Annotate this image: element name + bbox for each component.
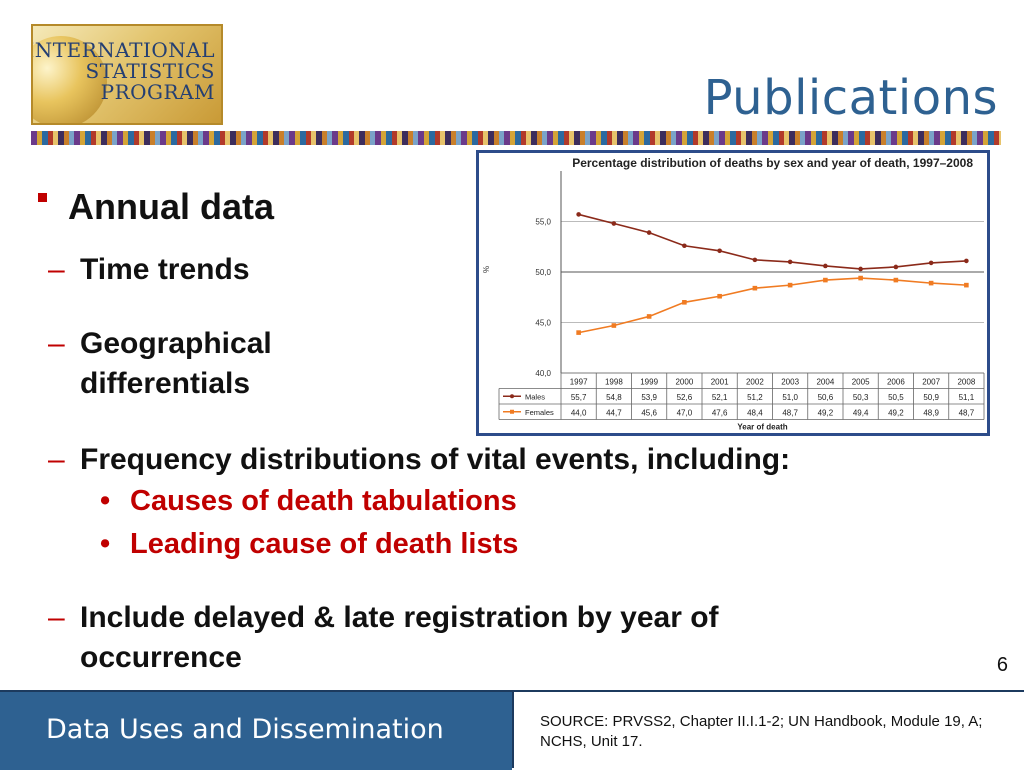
data-label: 49,2 — [888, 409, 904, 418]
data-point-males — [576, 212, 581, 217]
y-tick-label: 55,0 — [535, 218, 551, 227]
isp-logo: INTERNATIONAL STATISTICS PROGRAM — [31, 24, 223, 125]
data-label: 51,2 — [747, 393, 763, 402]
data-label: 48,7 — [782, 409, 798, 418]
data-point-females — [611, 323, 617, 328]
x-tick-label: 2002 — [746, 378, 764, 387]
decorative-band — [31, 131, 1001, 145]
data-point-females — [717, 293, 722, 299]
data-label: 55,7 — [571, 393, 587, 402]
data-label: 49,2 — [818, 409, 834, 418]
data-label: 50,9 — [923, 393, 939, 402]
data-label: 48,9 — [923, 409, 939, 418]
data-point-females — [646, 314, 652, 319]
data-point-females — [576, 330, 581, 335]
data-label: 52,1 — [712, 393, 728, 402]
data-label: 45,6 — [641, 409, 657, 418]
data-label: 44,0 — [571, 409, 587, 418]
data-point-females — [787, 282, 793, 288]
data-label: 52,6 — [677, 393, 693, 402]
data-point-females — [964, 282, 969, 288]
data-point-females — [928, 280, 934, 286]
legend-marker — [510, 394, 514, 399]
x-tick-label: 2004 — [816, 378, 834, 387]
x-tick-label: 2006 — [887, 378, 905, 387]
logo-text: INTERNATIONAL STATISTICS PROGRAM — [31, 38, 215, 104]
data-point-females — [682, 300, 687, 305]
data-point-males — [858, 266, 863, 272]
footer-section-title: Data Uses and Dissemination — [0, 690, 512, 770]
data-point-males — [717, 248, 722, 254]
data-label: 51,1 — [959, 393, 975, 402]
x-axis-label: Year of death — [737, 423, 787, 432]
slide-title: Publications — [703, 70, 998, 126]
data-label: 51,0 — [782, 393, 798, 402]
data-label: 54,8 — [606, 393, 622, 402]
deaths-chart-svg: Percentage distribution of deaths by sex… — [482, 156, 985, 432]
data-label: 47,0 — [677, 409, 693, 418]
data-point-males — [752, 257, 758, 263]
x-tick-label: 2007 — [922, 378, 940, 387]
page-number: 6 — [996, 654, 1008, 676]
data-label: 47,6 — [712, 409, 728, 418]
legend-marker — [510, 409, 514, 414]
x-tick-label: 1998 — [605, 378, 623, 387]
data-point-females — [893, 277, 899, 283]
data-point-females — [858, 275, 863, 281]
data-point-males — [646, 230, 652, 235]
x-tick-label: 2001 — [711, 378, 729, 387]
deaths-chart: Percentage distribution of deaths by sex… — [476, 150, 990, 436]
x-tick-label: 1997 — [570, 378, 588, 387]
data-point-females — [823, 277, 828, 283]
y-axis-label: % — [482, 266, 491, 273]
data-label: 49,4 — [853, 409, 869, 418]
data-point-males — [928, 260, 934, 266]
x-tick-label: 1999 — [640, 378, 658, 387]
data-point-males — [611, 221, 617, 226]
data-label: 50,5 — [888, 393, 904, 402]
data-point-males — [787, 259, 793, 265]
data-label: 53,9 — [641, 393, 657, 402]
data-label: 50,6 — [818, 393, 834, 402]
y-tick-label: 50,0 — [535, 268, 551, 277]
data-point-males — [682, 243, 687, 249]
data-point-females — [752, 285, 758, 291]
x-tick-label: 2003 — [781, 378, 799, 387]
data-point-males — [893, 264, 899, 270]
legend-label: Males — [525, 392, 545, 401]
data-label: 48,4 — [747, 409, 763, 418]
footer-source: SOURCE: PRVSS2, Chapter II.I.1-2; UN Han… — [512, 690, 1024, 768]
data-label: 48,7 — [959, 409, 975, 418]
data-point-males — [823, 263, 828, 269]
y-tick-label: 45,0 — [535, 319, 551, 328]
legend-label: Females — [525, 408, 554, 417]
series-line-females — [578, 277, 967, 334]
data-point-males — [964, 258, 969, 264]
square-bullet-icon — [38, 193, 47, 202]
data-label: 44,7 — [606, 409, 622, 418]
series-line-males — [578, 213, 967, 270]
x-tick-label: 2005 — [852, 378, 870, 387]
globe-icon — [33, 36, 107, 123]
chart-title: Percentage distribution of deaths by sex… — [572, 156, 973, 170]
x-tick-label: 2008 — [957, 378, 975, 387]
y-tick-label: 40,0 — [535, 369, 551, 378]
x-tick-label: 2000 — [675, 378, 693, 387]
data-label: 50,3 — [853, 393, 869, 402]
